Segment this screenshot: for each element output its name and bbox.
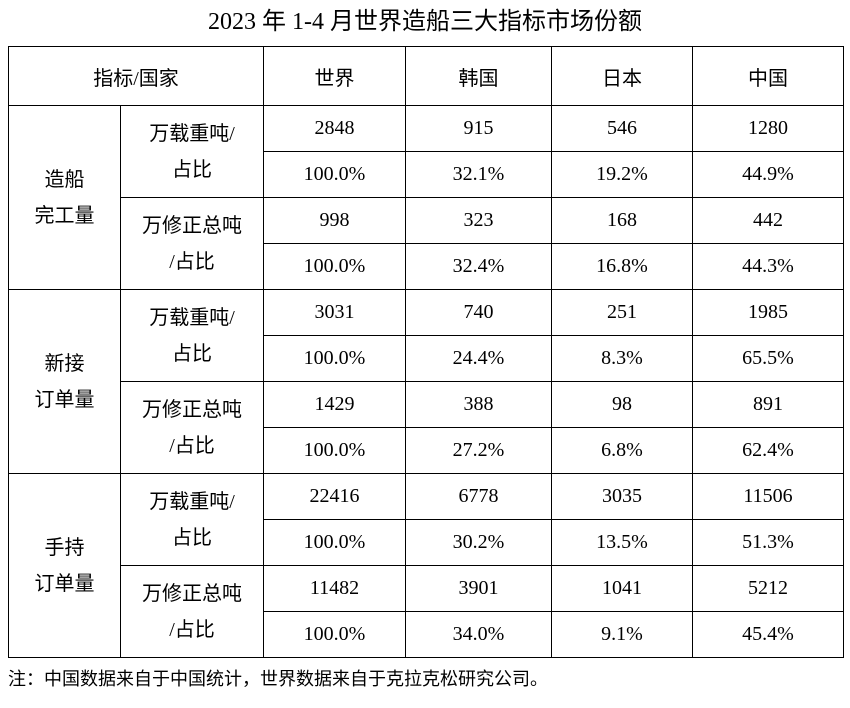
- share-cell: 51.3%: [692, 519, 844, 566]
- value-cell: 168: [551, 197, 693, 244]
- metric-cell-dwt: 万载重吨/ 占比: [120, 289, 264, 382]
- value-cell: 1985: [692, 289, 844, 336]
- share-cell: 100.0%: [263, 427, 406, 474]
- value-cell: 1041: [551, 565, 693, 612]
- table-row: 万修正总吨 /占比 998 323 168 442: [9, 197, 844, 290]
- value-cell: 5212: [692, 565, 844, 612]
- share-cell: 8.3%: [551, 335, 693, 382]
- table-header-row: 指标/国家 世界 韩国 日本 中国: [8, 46, 844, 106]
- value-cell: 98: [551, 381, 693, 428]
- share-cell: 32.4%: [405, 243, 552, 290]
- share-cell: 19.2%: [551, 151, 693, 198]
- metric-cell-cgt: 万修正总吨 /占比: [120, 565, 264, 658]
- value-cell: 442: [692, 197, 844, 244]
- value-cell: 1429: [263, 381, 406, 428]
- table-row: 万修正总吨 /占比 11482 3901 1041 5212: [9, 565, 844, 658]
- page-title: 2023 年 1-4 月世界造船三大指标市场份额: [208, 9, 642, 35]
- table-row: 新接 订单量 万载重吨/ 占比 3031 740 251 1985: [8, 289, 844, 474]
- metric-cell-dwt: 万载重吨/ 占比: [120, 105, 264, 198]
- share-cell: 9.1%: [551, 611, 693, 658]
- value-cell: 3901: [405, 565, 552, 612]
- share-cell: 62.4%: [692, 427, 844, 474]
- value-cell: 998: [263, 197, 406, 244]
- value-cell: 22416: [263, 473, 406, 520]
- share-cell: 100.0%: [263, 611, 406, 658]
- column-header-china: 中国: [692, 46, 844, 106]
- share-cell: 100.0%: [263, 151, 406, 198]
- table-row: 100.0% 34.0% 9.1% 45.4%: [9, 611, 844, 658]
- shipbuilding-share-table: 指标/国家 世界 韩国 日本 中国 造船 完工量 万载重吨/ 占比 2848 9…: [8, 46, 844, 658]
- share-cell: 30.2%: [405, 519, 552, 566]
- corner-header-cell: 指标/国家: [8, 46, 264, 106]
- value-cell: 2848: [263, 105, 406, 152]
- column-header-japan: 日本: [551, 46, 693, 106]
- value-cell: 11506: [692, 473, 844, 520]
- table-row: 100.0% 32.4% 16.8% 44.3%: [9, 243, 844, 290]
- share-cell: 44.9%: [692, 151, 844, 198]
- value-cell: 3031: [263, 289, 406, 336]
- share-cell: 24.4%: [405, 335, 552, 382]
- value-cell: 891: [692, 381, 844, 428]
- value-cell: 323: [405, 197, 552, 244]
- table-row: 100.0% 30.2% 13.5% 51.3%: [9, 519, 844, 566]
- value-cell: 915: [405, 105, 552, 152]
- share-cell: 65.5%: [692, 335, 844, 382]
- table-row: 100.0% 24.4% 8.3% 65.5%: [9, 335, 844, 382]
- share-cell: 44.3%: [692, 243, 844, 290]
- value-cell: 6778: [405, 473, 552, 520]
- column-header-world: 世界: [263, 46, 406, 106]
- value-cell: 11482: [263, 565, 406, 612]
- value-cell: 1280: [692, 105, 844, 152]
- value-cell: 251: [551, 289, 693, 336]
- value-cell: 3035: [551, 473, 693, 520]
- share-cell: 100.0%: [263, 519, 406, 566]
- table-row: 100.0% 32.1% 19.2% 44.9%: [9, 151, 844, 198]
- category-cell-completions: 造船 完工量: [8, 105, 121, 290]
- share-cell: 100.0%: [263, 243, 406, 290]
- category-cell-order-backlog: 手持 订单量: [8, 473, 121, 658]
- value-cell: 546: [551, 105, 693, 152]
- table-row: 造船 完工量 万载重吨/ 占比 2848 915 546 1280: [8, 105, 844, 290]
- metric-cell-dwt: 万载重吨/ 占比: [120, 473, 264, 566]
- share-cell: 45.4%: [692, 611, 844, 658]
- table-row: 手持 订单量 万载重吨/ 占比 22416 6778 3035 11506: [8, 473, 844, 658]
- column-header-korea: 韩国: [405, 46, 552, 106]
- source-footnote: 注：中国数据来自于中国统计，世界数据来自于克拉克松研究公司。: [8, 669, 548, 689]
- metric-cell-cgt: 万修正总吨 /占比: [120, 197, 264, 290]
- share-cell: 100.0%: [263, 335, 406, 382]
- value-cell: 388: [405, 381, 552, 428]
- category-cell-new-orders: 新接 订单量: [8, 289, 121, 474]
- share-cell: 13.5%: [551, 519, 693, 566]
- share-cell: 34.0%: [405, 611, 552, 658]
- table-row: 100.0% 27.2% 6.8% 62.4%: [9, 427, 844, 474]
- share-cell: 32.1%: [405, 151, 552, 198]
- share-cell: 27.2%: [405, 427, 552, 474]
- value-cell: 740: [405, 289, 552, 336]
- share-cell: 16.8%: [551, 243, 693, 290]
- share-cell: 6.8%: [551, 427, 693, 474]
- table-row: 万修正总吨 /占比 1429 388 98 891: [9, 381, 844, 474]
- metric-cell-cgt: 万修正总吨 /占比: [120, 381, 264, 474]
